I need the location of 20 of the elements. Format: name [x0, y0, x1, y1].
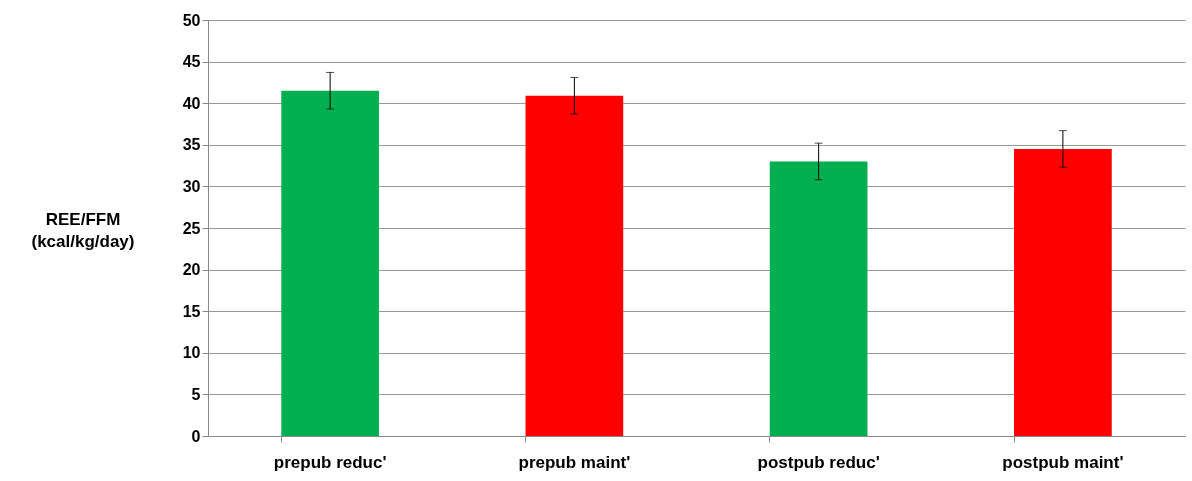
y-tick-label: 45 [182, 53, 201, 71]
y-tick-label: 10 [182, 344, 201, 362]
x-tick-label: postpub maint' [1002, 452, 1124, 472]
y-tick-label: 40 [182, 94, 201, 112]
x-tick-label: prepub reduc' [273, 452, 387, 472]
y-tick-label: 15 [182, 302, 201, 320]
y-tick-label: 25 [182, 219, 201, 237]
x-tick-label: postpub reduc' [757, 452, 880, 472]
bar [525, 95, 624, 436]
x-tick-label: prepub maint' [518, 452, 631, 472]
y-tick-label: 30 [182, 177, 201, 195]
y-tick-label: 0 [191, 427, 201, 445]
bar [1014, 148, 1112, 436]
y-tick-label: 35 [182, 136, 201, 154]
y-tick-label: 20 [182, 261, 201, 279]
y-axis-title: REE/FFM (kcal/kg/day) [31, 210, 135, 251]
bar [769, 161, 868, 436]
y-tick-label: 5 [191, 385, 201, 403]
y-tick-label: 50 [182, 11, 201, 29]
bar [281, 90, 379, 436]
